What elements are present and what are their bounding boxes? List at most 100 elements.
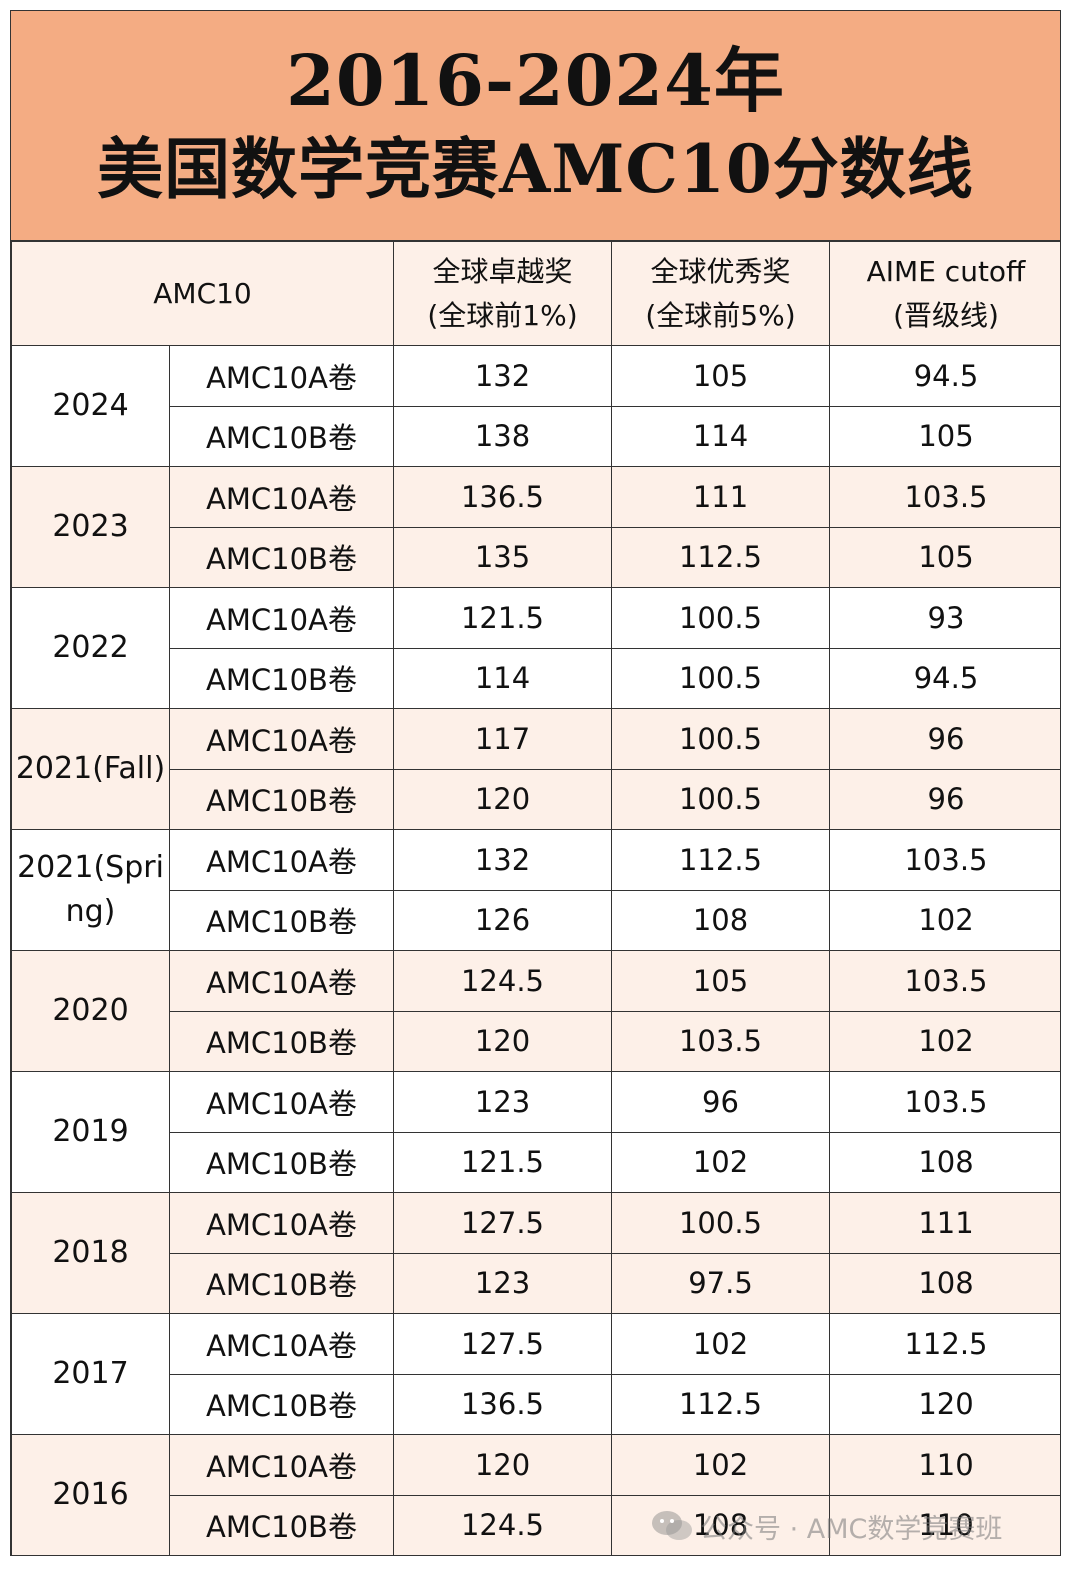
honor-cell: 103.5	[611, 1010, 830, 1072]
aime-cell: 112.5	[829, 1313, 1060, 1375]
distinction-cell: 114	[393, 647, 612, 709]
title-line-2: 美国数学竞赛AMC10分数线	[97, 129, 974, 208]
header-distinction: 全球卓越奖 (全球前1%)	[393, 241, 612, 346]
header-aime-note: (晋级线)	[893, 298, 999, 332]
exam-cell: AMC10A卷	[169, 1434, 394, 1496]
honor-cell: 108	[611, 889, 830, 951]
exam-cell: AMC10B卷	[169, 526, 394, 588]
honor-cell: 108	[611, 1494, 830, 1555]
header-honor-note: (全球前5%)	[645, 298, 796, 332]
header-honor: 全球优秀奖 (全球前5%)	[611, 241, 830, 346]
exam-cell: AMC10A卷	[169, 950, 394, 1012]
exam-cell: AMC10B卷	[169, 1373, 394, 1435]
exam-cell: AMC10B卷	[169, 1252, 394, 1314]
honor-cell: 105	[611, 950, 830, 1012]
exam-cell: AMC10A卷	[169, 1313, 394, 1375]
distinction-cell: 124.5	[393, 1494, 612, 1555]
honor-cell: 100.5	[611, 647, 830, 709]
honor-cell: 96	[611, 1071, 830, 1133]
distinction-cell: 124.5	[393, 950, 612, 1012]
distinction-cell: 135	[393, 526, 612, 588]
year-cell: 2021(Spring)	[11, 829, 170, 951]
header-honor-label: 全球优秀奖	[650, 254, 791, 288]
page-title: 2016-2024年 美国数学竞赛AMC10分数线	[11, 11, 1060, 241]
distinction-cell: 120	[393, 1010, 612, 1072]
aime-cell: 110	[829, 1494, 1060, 1555]
honor-cell: 100.5	[611, 587, 830, 649]
table-row: AMC10B卷 120 100.5 96	[12, 768, 1060, 830]
table-row: AMC10B卷 136.5 112.5 120	[12, 1373, 1060, 1435]
exam-cell: AMC10B卷	[169, 405, 394, 467]
aime-cell: 105	[829, 405, 1060, 467]
honor-cell: 111	[611, 466, 830, 528]
table-row: 2023 AMC10A卷 136.5 111 103.5	[11, 466, 1060, 588]
aime-cell: 103.5	[829, 829, 1060, 891]
year-cell: 2019	[11, 1071, 170, 1193]
distinction-cell: 132	[393, 345, 612, 407]
distinction-cell: 120	[393, 768, 612, 830]
honor-cell: 112.5	[611, 1373, 830, 1435]
honor-cell: 114	[611, 405, 830, 467]
honor-cell: 105	[611, 345, 830, 407]
title-line-1: 2016-2024年	[286, 38, 785, 122]
table-row: 2017 AMC10A卷 127.5 102 112.5	[11, 1313, 1060, 1435]
honor-cell: 100.5	[611, 768, 830, 830]
aime-cell: 102	[829, 1010, 1060, 1072]
aime-cell: 120	[829, 1373, 1060, 1435]
table-row: AMC10B卷 126 108 102	[12, 889, 1060, 951]
year-cell: 2018	[11, 1192, 170, 1314]
honor-cell: 100.5	[611, 708, 830, 770]
aime-cell: 108	[829, 1252, 1060, 1314]
header-amc10: AMC10	[11, 241, 394, 346]
exam-cell: AMC10A卷	[169, 587, 394, 649]
table-row: 2020 AMC10A卷 124.5 105 103.5	[11, 950, 1060, 1072]
exam-cell: AMC10B卷	[169, 889, 394, 951]
aime-cell: 108	[829, 1131, 1060, 1193]
distinction-cell: 123	[393, 1252, 612, 1314]
exam-cell: AMC10B卷	[169, 1494, 394, 1555]
table-row: 2022 AMC10A卷 121.5 100.5 93	[11, 587, 1060, 709]
aime-cell: 94.5	[829, 345, 1060, 407]
year-cell: 2024	[11, 345, 170, 467]
honor-cell: 112.5	[611, 526, 830, 588]
table-row: 2016 AMC10A卷 120 102 110	[11, 1434, 1060, 1555]
distinction-cell: 120	[393, 1434, 612, 1496]
cutoff-table: AMC10 全球卓越奖 (全球前1%) 全球优秀奖 (全球前5%) AIME c…	[11, 241, 1060, 1555]
table-row: 2021(Fall) AMC10A卷 117 100.5 96	[11, 708, 1060, 830]
table-row: AMC10B卷 135 112.5 105	[12, 526, 1060, 588]
table-row: 2019 AMC10A卷 123 96 103.5	[11, 1071, 1060, 1193]
table-row: AMC10B卷 121.5 102 108	[12, 1131, 1060, 1193]
year-cell: 2023	[11, 466, 170, 588]
distinction-cell: 121.5	[393, 1131, 612, 1193]
table-row: AMC10B卷 124.5 108 110	[12, 1494, 1060, 1555]
aime-cell: 103.5	[829, 1071, 1060, 1133]
exam-cell: AMC10A卷	[169, 466, 394, 528]
exam-cell: AMC10B卷	[169, 1010, 394, 1072]
aime-cell: 111	[829, 1192, 1060, 1254]
year-cell: 2017	[11, 1313, 170, 1435]
year-cell: 2022	[11, 587, 170, 709]
exam-cell: AMC10A卷	[169, 1192, 394, 1254]
table-row: AMC10B卷 123 97.5 108	[12, 1252, 1060, 1314]
table-body: 2024 AMC10A卷 132 105 94.5 AMC10B卷 138 114 105 202…	[11, 345, 1060, 1555]
honor-cell: 102	[611, 1313, 830, 1375]
honor-cell: 97.5	[611, 1252, 830, 1314]
distinction-cell: 127.5	[393, 1192, 612, 1254]
table-row: 2024 AMC10A卷 132 105 94.5	[11, 345, 1060, 467]
aime-cell: 102	[829, 889, 1060, 951]
distinction-cell: 136.5	[393, 1373, 612, 1435]
distinction-cell: 117	[393, 708, 612, 770]
score-table-card: 2016-2024年 美国数学竞赛AMC10分数线 AMC10 全球卓越奖 (全…	[10, 10, 1061, 1556]
exam-cell: AMC10A卷	[169, 345, 394, 407]
honor-cell: 102	[611, 1434, 830, 1496]
exam-cell: AMC10B卷	[169, 768, 394, 830]
exam-cell: AMC10A卷	[169, 1071, 394, 1133]
distinction-cell: 123	[393, 1071, 612, 1133]
honor-cell: 112.5	[611, 829, 830, 891]
distinction-cell: 138	[393, 405, 612, 467]
exam-cell: AMC10A卷	[169, 708, 394, 770]
header-aime-label: AIME cutoff	[866, 254, 1026, 288]
distinction-cell: 126	[393, 889, 612, 951]
distinction-cell: 127.5	[393, 1313, 612, 1375]
header-aime: AIME cutoff (晋级线)	[829, 241, 1060, 346]
